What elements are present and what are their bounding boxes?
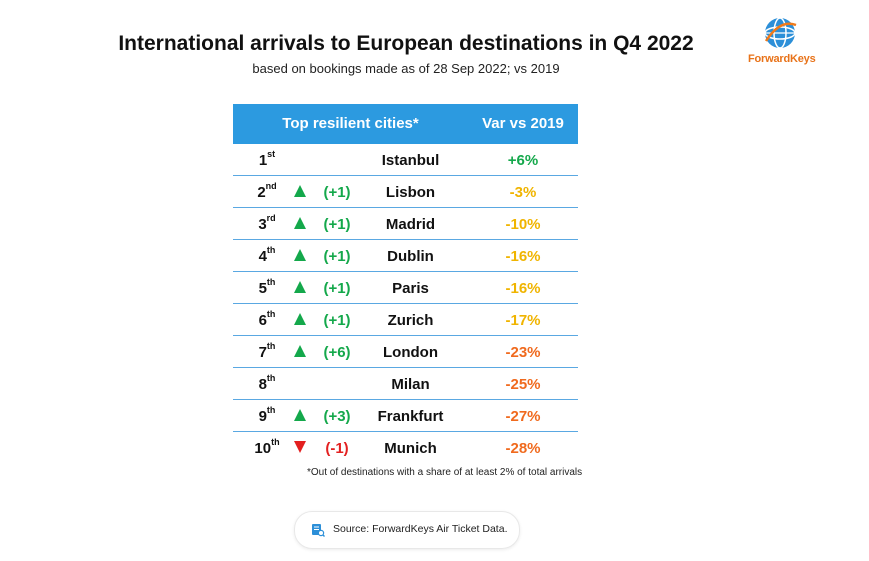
table-row: 7th (+6) London -23% [233,336,578,368]
city-name: Milan [391,376,430,393]
triangle-up-icon [294,281,306,293]
city-name: Zurich [387,312,434,329]
rank-cell: 8th [247,373,287,393]
rank-number: 1 [258,152,268,169]
chart-title: International arrivals to European desti… [118,32,694,55]
rank-number: 7 [258,344,267,361]
rank-number: 2 [257,184,266,201]
header-cities: Top resilient cities* [282,115,419,132]
rank-suffix: th [271,437,280,447]
triangle-up-icon [294,313,306,325]
var-value: -25% [505,376,541,393]
table-row: 2nd (+1) Lisbon -3% [233,176,578,208]
table-row: 1st Istanbul +6% [233,144,578,176]
rank-cell: 2nd [247,181,287,201]
triangle-up-icon [294,409,306,421]
rank-cell: 6th [247,309,287,329]
rank-change: (-1) [325,440,349,457]
triangle-up-icon [294,249,306,261]
rank-suffix: rd [266,213,276,223]
triangle-up-icon [294,185,306,197]
table-row: 4th (+1) Dublin -16% [233,240,578,272]
var-value: -16% [505,280,541,297]
rank-change: (+1) [323,216,351,233]
rank-cell: 4th [247,245,287,265]
rank-suffix: th [266,277,276,287]
city-name: London [383,344,438,361]
var-value: -28% [505,440,541,457]
document-search-icon [312,524,325,537]
table-row: 3rd (+1) Madrid -10% [233,208,578,240]
rank-change: (+1) [323,280,351,297]
rank-cell: 7th [247,341,287,361]
rank-change: (+6) [323,344,351,361]
table-row: 5th (+1) Paris -16% [233,272,578,304]
rank-cell: 1st [247,149,287,169]
forwardkeys-logo: ForwardKeys [748,15,816,71]
rank-cell: 9th [247,405,287,425]
triangle-up-icon [294,217,306,229]
rank-change: (+1) [323,184,351,201]
triangle-up-icon [294,345,306,357]
var-value: -17% [505,312,541,329]
table-row: 9th (+3) Frankfurt -27% [233,400,578,432]
rank-cell: 10th [247,437,287,457]
rank-suffix: th [266,245,276,255]
city-name: Madrid [385,216,436,233]
var-value: -27% [505,408,541,425]
var-value: -3% [509,184,537,201]
chart-subtitle: based on bookings made as of 28 Sep 2022… [252,61,560,76]
city-name: Frankfurt [377,408,444,425]
footnote: *Out of destinations with a share of at … [307,467,583,478]
city-name: Munich [384,440,437,457]
table-body: 1st Istanbul +6% 2nd (+1) Lisbon -3% 3rd (+1) Mad… [233,144,578,463]
rank-number: 5 [258,280,267,297]
rank-suffix: th [266,341,276,351]
rank-change: (+1) [323,248,351,265]
var-value: -16% [505,248,541,265]
rank-number: 8 [258,376,267,393]
table-row: 8th Milan -25% [233,368,578,400]
source-text: Source: ForwardKeys Air Ticket Data. [333,523,508,535]
rank-cell: 5th [247,277,287,297]
rank-number: 10 [254,440,272,457]
city-name: Istanbul [381,152,440,169]
table-header: Top resilient cities* Var vs 2019 [233,104,578,144]
var-value: +6% [507,152,539,169]
rank-number: 9 [258,408,267,425]
table-row: 10th (-1) Munich -28% [233,432,578,463]
var-value: -10% [505,216,541,233]
header-var: Var vs 2019 [482,115,564,132]
rank-suffix: th [266,405,276,415]
rank-suffix: nd [265,181,277,191]
rank-suffix: th [266,309,276,319]
rank-number: 6 [258,312,267,329]
var-value: -23% [505,344,541,361]
rank-suffix: st [267,149,276,159]
globe-icon [764,17,797,49]
table-row: 6th (+1) Zurich -17% [233,304,578,336]
city-name: Paris [392,280,429,297]
resilient-cities-table: Top resilient cities* Var vs 2019 1st Ist… [233,104,578,463]
city-name: Lisbon [385,184,436,201]
rank-number: 3 [258,216,267,233]
rank-change: (+1) [323,312,351,329]
rank-suffix: th [266,373,276,383]
rank-cell: 3rd [247,213,287,233]
city-name: Dublin [387,248,434,265]
source-badge: Source: ForwardKeys Air Ticket Data. [294,511,520,549]
rank-change: (+3) [323,408,351,425]
logo-text: ForwardKeys [748,53,816,65]
rank-number: 4 [258,248,267,265]
triangle-down-icon [294,441,306,453]
